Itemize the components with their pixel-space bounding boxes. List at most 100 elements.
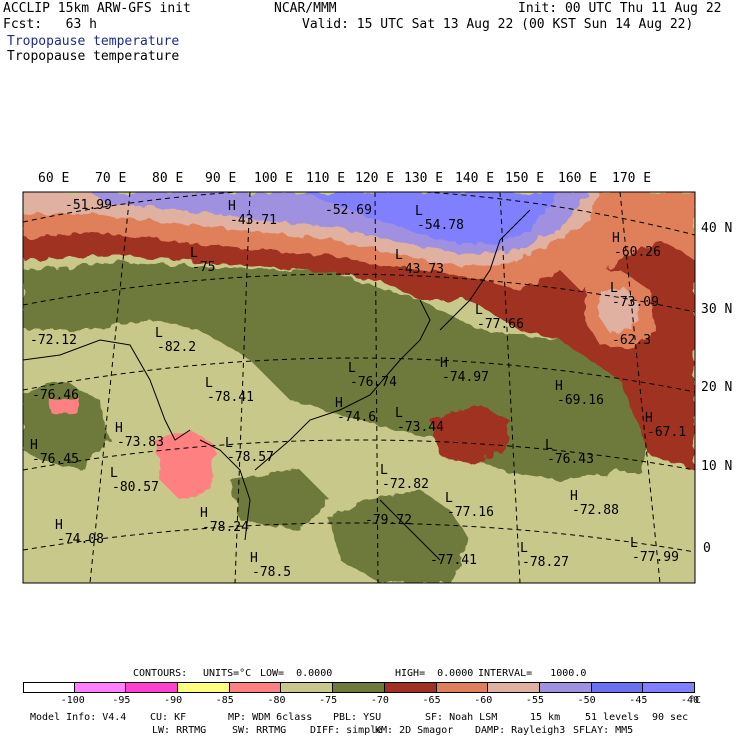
shade-olive-south — [330, 490, 470, 583]
colorbar-tick-label: -65 — [422, 695, 441, 706]
colorbar-unit: °C — [689, 695, 702, 706]
extremum-value: -76.46 — [32, 388, 79, 403]
high-marker: H — [555, 379, 563, 394]
colorbar-swatch — [488, 682, 540, 693]
footer-item: SW: RRTMG — [232, 725, 287, 736]
colorbar-tick-label: -40 — [681, 695, 700, 706]
low-marker: L — [155, 326, 163, 341]
colorbar-swatch — [74, 682, 127, 693]
high-marker: H — [200, 506, 208, 521]
colorbar-tick-label: -55 — [525, 695, 544, 706]
low-marker: L — [190, 246, 198, 261]
lon-label: 60 E — [38, 171, 70, 186]
colorbar-swatch — [436, 682, 489, 693]
extremum-value: -74.97 — [442, 370, 489, 385]
high-marker: H — [250, 551, 258, 566]
lon-line-120e — [374, 192, 379, 583]
colorbar-tick-label: -95 — [112, 695, 131, 706]
extremum-value: -43.71 — [230, 213, 277, 228]
extremum-value: -72.12 — [30, 333, 77, 348]
low-marker: L — [225, 436, 233, 451]
extremum-value: -78.41 — [207, 390, 254, 405]
lon-label: 70 E — [95, 171, 127, 186]
lat-line-20n — [23, 357, 695, 393]
lat-line-30n — [23, 273, 695, 313]
shade-olive-west — [23, 380, 110, 470]
colorbar-swatch — [23, 682, 75, 693]
coast-indochina — [199, 439, 251, 541]
extremum-value: -72.88 — [572, 503, 619, 518]
lon-line-80e — [89, 192, 131, 583]
extremum-value: -82.2 — [157, 340, 196, 355]
lon-label: 80 E — [152, 171, 184, 186]
extremum-value: -76.74 — [350, 375, 397, 390]
lat-label: 10 N — [701, 459, 733, 474]
lon-label: 100 E — [254, 171, 294, 186]
header-forecast-hour: Fcst: 63 h — [3, 17, 97, 32]
footer-item: CU: KF — [150, 712, 187, 723]
low-marker: L — [415, 204, 423, 219]
colorbar-tick-label: -100 — [60, 695, 85, 706]
colorbar-swatch — [333, 682, 385, 693]
lon-label: 150 E — [505, 171, 545, 186]
footer-item: LW: RRTMG — [152, 725, 207, 736]
lat-line-10n — [23, 439, 695, 471]
extremum-value: -74.08 — [57, 532, 104, 547]
colorbar-swatch — [384, 682, 437, 693]
lat-label: 20 N — [701, 380, 733, 395]
colorbar-swatch — [126, 682, 179, 693]
colorbar-swatch — [643, 682, 695, 693]
colorbar-tick-label: -50 — [577, 695, 596, 706]
extremum-value: -62.3 — [612, 333, 651, 348]
lon-line-160e — [619, 192, 661, 583]
header-run-title: ACCLIP 15km ARW-GFS init — [3, 1, 191, 16]
contour-units: UNITS=°C — [203, 668, 252, 679]
shade-red-spot — [430, 405, 510, 465]
footer-item: MP: WDM 6class — [228, 712, 313, 723]
high-marker: H — [335, 396, 343, 411]
shaded-field — [23, 192, 695, 583]
extremum-value: -77.99 — [632, 550, 679, 565]
lon-line-100e — [234, 192, 251, 583]
extremum-value: -54.78 — [417, 218, 464, 233]
colorbar-tick-label: -85 — [215, 695, 234, 706]
header-init-time: Init: 00 UTC Thu 11 Aug 22 — [518, 1, 722, 16]
coast-india — [23, 339, 191, 441]
header-valid-time: Valid: 15 UTC Sat 13 Aug 22 (00 KST Sun … — [302, 17, 694, 32]
low-marker: L — [475, 303, 483, 318]
colorbar-tick-label: -45 — [629, 695, 648, 706]
colorbar-tick-label: -60 — [474, 695, 493, 706]
lat-line-40n — [23, 192, 695, 236]
shade-olive-sea — [230, 470, 330, 530]
lon-label: 90 E — [205, 171, 237, 186]
contour-low: LOW= 0.0000 — [260, 668, 333, 679]
header-institution: NCAR/MMM — [274, 1, 337, 16]
colorbar-swatch — [178, 682, 230, 693]
colorbar-tick-label: -70 — [370, 695, 389, 706]
lat-line-0 — [23, 522, 695, 553]
coastlines — [23, 209, 531, 561]
shade-pink-vortex — [598, 288, 640, 333]
map-frame — [22, 191, 696, 584]
low-marker: L — [205, 376, 213, 391]
extremum-value: -69.16 — [557, 393, 604, 408]
footer-item: SFLAY: MM5 — [573, 725, 634, 736]
footer-item: 90 sec — [652, 712, 689, 723]
colorbar-tick-label: -80 — [267, 695, 286, 706]
footer-item: DAMP: Rayleigh3 — [475, 725, 566, 736]
lon-label: 120 E — [355, 171, 395, 186]
extremum-value: -73.09 — [612, 295, 659, 310]
footer-item: PBL: YSU — [333, 712, 382, 723]
high-marker: H — [440, 356, 448, 371]
low-marker: L — [380, 463, 388, 478]
extremum-value: -52.69 — [325, 203, 372, 218]
extremum-value: -76.45 — [32, 452, 79, 467]
extremum-value: -78.57 — [227, 450, 274, 465]
shade-salmon-west — [50, 398, 80, 414]
extremum-value: -73.44 — [397, 420, 444, 435]
low-marker: L — [610, 281, 618, 296]
footer-item: SF: Noah LSM — [425, 712, 498, 723]
extremum-value: -80.57 — [112, 480, 159, 495]
lon-label: 110 E — [306, 171, 346, 186]
colorbar-swatch — [539, 682, 592, 693]
